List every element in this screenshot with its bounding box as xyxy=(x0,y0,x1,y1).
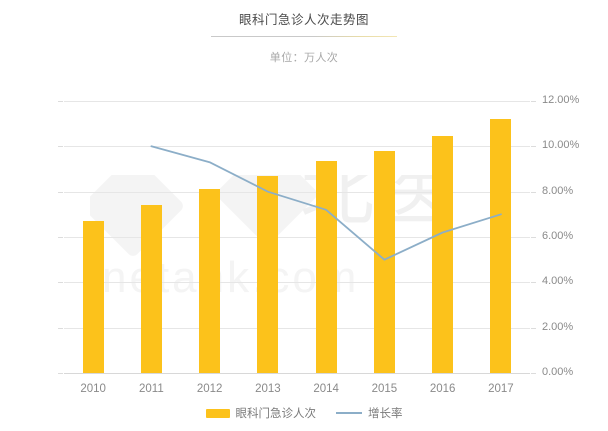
legend-item-bars[interactable]: 眼科门急诊人次 xyxy=(205,405,317,421)
line-series xyxy=(150,145,502,261)
legend-label-bars: 眼科门急诊人次 xyxy=(235,408,317,420)
gridline xyxy=(64,373,530,374)
tick-mark-right xyxy=(531,192,536,193)
tick-mark-left xyxy=(58,146,63,147)
bar[interactable] xyxy=(257,175,279,373)
y-axis-right-label: 4.00% xyxy=(542,275,574,287)
x-axis-label: 2017 xyxy=(488,383,514,395)
legend-label-line: 增长率 xyxy=(368,408,403,420)
tick-mark-left xyxy=(58,101,63,102)
bar[interactable] xyxy=(199,189,221,373)
gridline xyxy=(64,192,530,193)
chart-header: 眼科门急诊人次走势图 单位：万人次 xyxy=(0,0,608,65)
x-axis-label: 2015 xyxy=(371,383,398,395)
gridline xyxy=(64,328,530,329)
gridline xyxy=(64,101,530,102)
legend-bar-swatch-icon xyxy=(205,408,230,418)
y-axis-right-label: 2.00% xyxy=(542,321,574,333)
tick-mark-right xyxy=(531,282,536,283)
tick-mark-left xyxy=(58,282,63,283)
y-axis-right-label: 0.00% xyxy=(542,366,574,378)
x-axis-label: 2010 xyxy=(80,383,106,395)
x-axis-label: 2011 xyxy=(139,383,164,395)
gridline xyxy=(64,282,530,283)
tick-mark-right xyxy=(531,146,536,147)
tick-mark-right xyxy=(531,237,536,238)
bar[interactable] xyxy=(82,221,104,373)
x-axis-label: 2013 xyxy=(255,383,281,395)
tick-mark-left xyxy=(58,328,63,329)
tick-mark-right xyxy=(531,101,536,102)
chart-legend: 眼科门急诊人次 增长率 xyxy=(0,405,608,421)
plot-area: 120001000080006000400020000 12.00%10.00%… xyxy=(58,95,579,395)
x-axis-label: 2016 xyxy=(429,383,456,395)
y-axis-right-label: 8.00% xyxy=(542,185,574,197)
legend-item-line[interactable]: 增长率 xyxy=(336,405,403,421)
x-axis-label: 2012 xyxy=(196,383,223,395)
tick-mark-left xyxy=(58,373,63,374)
growth-rate-polyline xyxy=(150,145,502,261)
y-axis-right-label: 10.00% xyxy=(542,139,580,151)
tick-mark-right xyxy=(531,373,536,374)
tick-mark-right xyxy=(531,328,536,329)
tick-mark-left xyxy=(58,192,63,193)
y-axis-right-label: 6.00% xyxy=(542,230,574,242)
chart-subtitle: 单位：万人次 xyxy=(269,52,339,64)
page-title: 眼科门急诊人次走势图 xyxy=(238,13,369,27)
bar[interactable] xyxy=(432,136,454,373)
bar[interactable] xyxy=(140,205,162,373)
title-divider xyxy=(211,36,397,37)
bar[interactable] xyxy=(373,150,395,373)
gridline xyxy=(64,237,530,238)
bar[interactable] xyxy=(490,119,512,373)
gridline xyxy=(64,146,530,147)
tick-mark-left xyxy=(58,237,63,238)
x-axis-label: 2014 xyxy=(313,383,339,395)
y-axis-right-label: 12.00% xyxy=(542,94,580,106)
legend-line-swatch-icon xyxy=(336,412,362,414)
